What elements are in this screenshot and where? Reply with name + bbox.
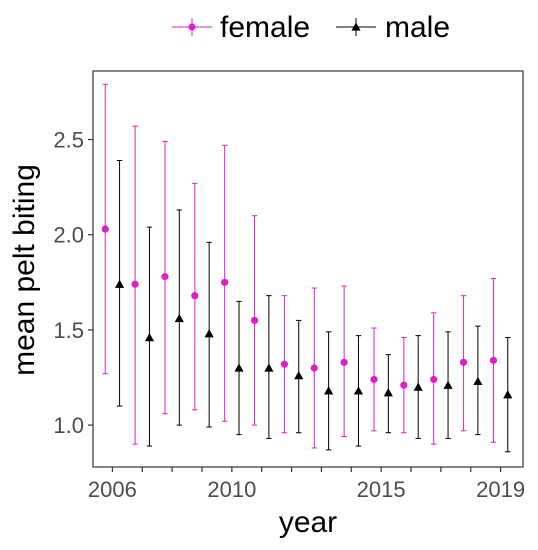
legend: female male [172, 11, 450, 44]
data-point [250, 316, 259, 325]
data-point [221, 278, 229, 286]
data-point [324, 386, 334, 395]
legend-key-marker [351, 22, 361, 31]
y-tick-label: 2.5 [53, 128, 84, 153]
data-point [473, 376, 483, 386]
data-point [264, 363, 274, 372]
data-point [294, 371, 304, 380]
series-female [101, 83, 498, 449]
x-tick-label: 2015 [357, 477, 406, 502]
data-point [370, 375, 378, 384]
x-tick-label: 2019 [476, 477, 525, 502]
legend-item-male: male [336, 11, 450, 44]
data-point [443, 380, 453, 389]
data-point [144, 332, 155, 342]
x-tick-label: 2010 [207, 477, 256, 502]
data-point [310, 364, 318, 372]
data-point [101, 225, 109, 233]
plot-border [92, 70, 524, 468]
data-point [353, 386, 364, 395]
data-point [161, 273, 169, 281]
legend-item-female: female [172, 11, 310, 44]
data-point [114, 279, 125, 288]
y-axis-title: mean pelt biting [8, 164, 41, 376]
data-point [489, 356, 498, 364]
series-male [114, 159, 513, 453]
data-point [340, 358, 348, 366]
data-point [191, 292, 199, 300]
data-point [413, 382, 423, 391]
y-tick-label: 1.0 [53, 413, 84, 438]
data-point [280, 360, 289, 368]
legend-label: male [385, 11, 450, 44]
legend-key-marker [188, 23, 196, 31]
data-point [174, 313, 184, 323]
y-tick-label: 1.5 [53, 318, 84, 343]
data-point [400, 381, 408, 389]
x-axis: 2006 2010 2015 2019 [88, 467, 525, 502]
x-axis-title: year [279, 506, 337, 539]
legend-label: female [220, 11, 310, 44]
data-point [459, 358, 468, 366]
y-axis: 1.0 1.5 2.0 2.5 [53, 128, 93, 438]
data-point [204, 329, 214, 338]
y-tick-label: 2.0 [53, 223, 84, 248]
data-point [383, 388, 393, 397]
data-point [234, 363, 244, 372]
x-tick-label: 2006 [88, 477, 137, 502]
plot-area [92, 70, 524, 468]
data-point [131, 280, 139, 288]
data-point [430, 375, 438, 384]
data-point [503, 390, 513, 399]
